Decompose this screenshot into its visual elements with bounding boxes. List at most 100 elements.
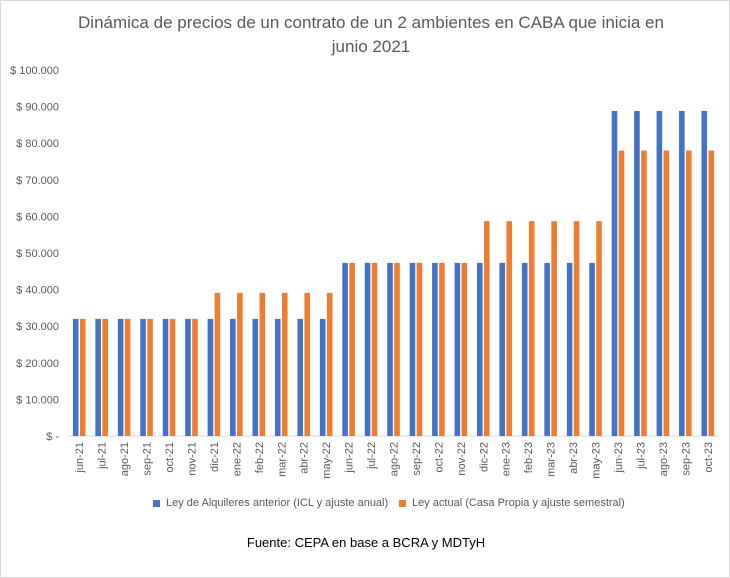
bar-series-1-dic-22: [476, 262, 483, 436]
bar-series-1-jul-22: [364, 262, 371, 436]
bar-series-1-dic-21: [207, 318, 214, 436]
bar-series-1-feb-22: [252, 318, 259, 436]
y-tick-label: $ 70.000: [16, 175, 59, 187]
bar-series-2-oct-23: [708, 150, 715, 436]
bar-series-1-abr-22: [297, 318, 304, 436]
bar-series-1-ago-22: [387, 262, 393, 436]
bar-series-2-dic-21: [214, 292, 221, 436]
bar-series-2-abr-22: [304, 292, 311, 436]
bar-series-2-jul-22: [371, 262, 378, 436]
bar-series-2-ene-23: [506, 221, 513, 436]
bar-series-1-nov-21: [185, 318, 191, 436]
x-tick-label-sep-22: sep-22: [411, 442, 423, 476]
bar-series-2-may-22: [326, 292, 333, 436]
x-tick-label-nov-21: nov-21: [186, 442, 198, 476]
y-tick-label: $ 80.000: [16, 138, 59, 150]
bar-series-1-ene-23: [499, 262, 506, 436]
bar-series-1-ene-22: [230, 318, 236, 436]
x-tick-label-abr-23: abr-23: [568, 442, 580, 474]
x-tick-label-abr-22: abr-22: [299, 442, 311, 474]
bar-series-2-sep-21: [147, 318, 153, 436]
bar-series-2-sep-22: [416, 262, 423, 436]
y-tick-label: $ 90.000: [16, 102, 59, 114]
bar-series-1-sep-23: [679, 110, 685, 437]
bar-series-2-oct-22: [439, 262, 445, 436]
y-tick-label: $ 100.000: [10, 65, 59, 77]
legend: Ley de Alquileres anterior (ICL y ajuste…: [1, 497, 730, 517]
legend-item-series-1: Ley de Alquileres anterior (ICL y ajuste…: [153, 497, 388, 509]
bar-series-2-mar-23: [551, 221, 557, 436]
x-tick-label-may-23: may-23: [591, 442, 603, 479]
bar-series-1-jun-21: [72, 318, 79, 436]
x-tick-label-jul-22: jul-22: [366, 442, 378, 470]
bar-series-1-oct-22: [432, 262, 438, 436]
x-tick-label-jul-21: jul-21: [97, 442, 109, 470]
x-tick-label-sep-21: sep-21: [142, 442, 154, 476]
bar-series-1-may-23: [589, 262, 595, 436]
x-tick-label-oct-21: oct-21: [164, 442, 176, 473]
y-tick-label: $ 20.000: [16, 358, 59, 370]
x-tick-label-nov-22: nov-22: [456, 442, 468, 476]
legend-label-series-2: Ley actual (Casa Propia y ajuste semestr…: [412, 497, 625, 509]
bar-series-2-jul-21: [102, 318, 108, 436]
chart-title: Dinámica de precios de un contrato de un…: [61, 11, 681, 59]
x-tick-label-may-22: may-22: [321, 442, 333, 479]
x-tick-label-feb-22: feb-22: [254, 442, 266, 473]
x-tick-label-jul-23: jul-23: [635, 442, 647, 470]
bar-series-2-mar-22: [281, 292, 288, 436]
y-tick-label: $ 50.000: [16, 248, 59, 260]
bar-series-1-mar-22: [274, 318, 281, 436]
bar-series-2-jul-23: [641, 150, 647, 436]
bar-series-1-oct-23: [701, 110, 708, 437]
bar-series-2-may-23: [596, 221, 602, 436]
bar-series-1-ago-21: [117, 318, 124, 436]
bar-series-1-jun-23: [611, 110, 618, 437]
bar-series-1-sep-22: [409, 262, 416, 436]
x-tick-label-jun-21: jun-21: [74, 442, 86, 474]
x-tick-label-sep-23: sep-23: [680, 442, 692, 476]
x-tick-label-dic-21: dic-21: [209, 442, 221, 472]
x-tick-label-feb-23: feb-23: [523, 442, 535, 473]
bar-series-2-ene-22: [237, 292, 243, 436]
x-tick-label-mar-23: mar-23: [546, 442, 558, 477]
bar-series-2-ago-22: [394, 262, 400, 436]
x-tick-label-jun-22: jun-22: [344, 442, 356, 474]
source-note: Fuente: CEPA en base a BCRA y MDTyH: [246, 535, 486, 550]
y-tick-label: $ -: [46, 431, 59, 443]
bar-chart: $ - $ 10.000 $ 20.000 $ 30.000 $ 40.000 $ 50.…: [10, 65, 719, 479]
y-tick-label: $ 30.000: [16, 321, 59, 333]
bar-series-1-abr-23: [566, 262, 573, 436]
x-tick-label-ago-23: ago-23: [658, 442, 670, 476]
bar-series-1-nov-22: [454, 262, 461, 436]
bar-series-1-sep-21: [140, 318, 146, 436]
bar-series-2-abr-23: [573, 221, 580, 436]
bar-series-2-jun-21: [79, 318, 86, 436]
x-tick-label-oct-22: oct-22: [433, 442, 445, 473]
bar-series-2-jun-22: [349, 262, 355, 436]
legend-swatch-series-2: [399, 499, 406, 507]
bar-series-1-oct-21: [162, 318, 169, 436]
x-tick-label-ene-22: ene-22: [231, 442, 243, 476]
y-tick-label: $ 10.000: [16, 394, 59, 406]
bar-series-1-may-22: [319, 318, 326, 436]
bar-series-1-mar-23: [544, 262, 550, 436]
x-tick-label-ago-22: ago-22: [389, 442, 401, 476]
chart-title-line2: junio 2021: [331, 37, 411, 56]
bar-series-1-ago-23: [656, 110, 663, 437]
x-tick-label-mar-22: mar-22: [276, 442, 288, 477]
bar-series-2-nov-21: [192, 318, 198, 436]
bar-series-2-jun-23: [618, 150, 625, 436]
legend-item-series-2: Ley actual (Casa Propia y ajuste semestr…: [399, 497, 625, 509]
bar-series-2-oct-21: [169, 318, 176, 436]
x-tick-label-jun-23: jun-23: [613, 442, 625, 474]
bar-series-2-nov-22: [461, 262, 468, 436]
x-tick-label-oct-23: oct-23: [703, 442, 715, 473]
x-tick-label-ene-23: ene-23: [501, 442, 513, 476]
bar-series-1-jul-21: [95, 318, 101, 436]
bar-series-2-ago-21: [124, 318, 131, 436]
bar-series-2-feb-22: [259, 292, 266, 436]
bar-series-2-dic-22: [483, 221, 490, 436]
y-tick-label: $ 40.000: [16, 285, 59, 297]
bar-series-1-jun-22: [342, 262, 348, 436]
